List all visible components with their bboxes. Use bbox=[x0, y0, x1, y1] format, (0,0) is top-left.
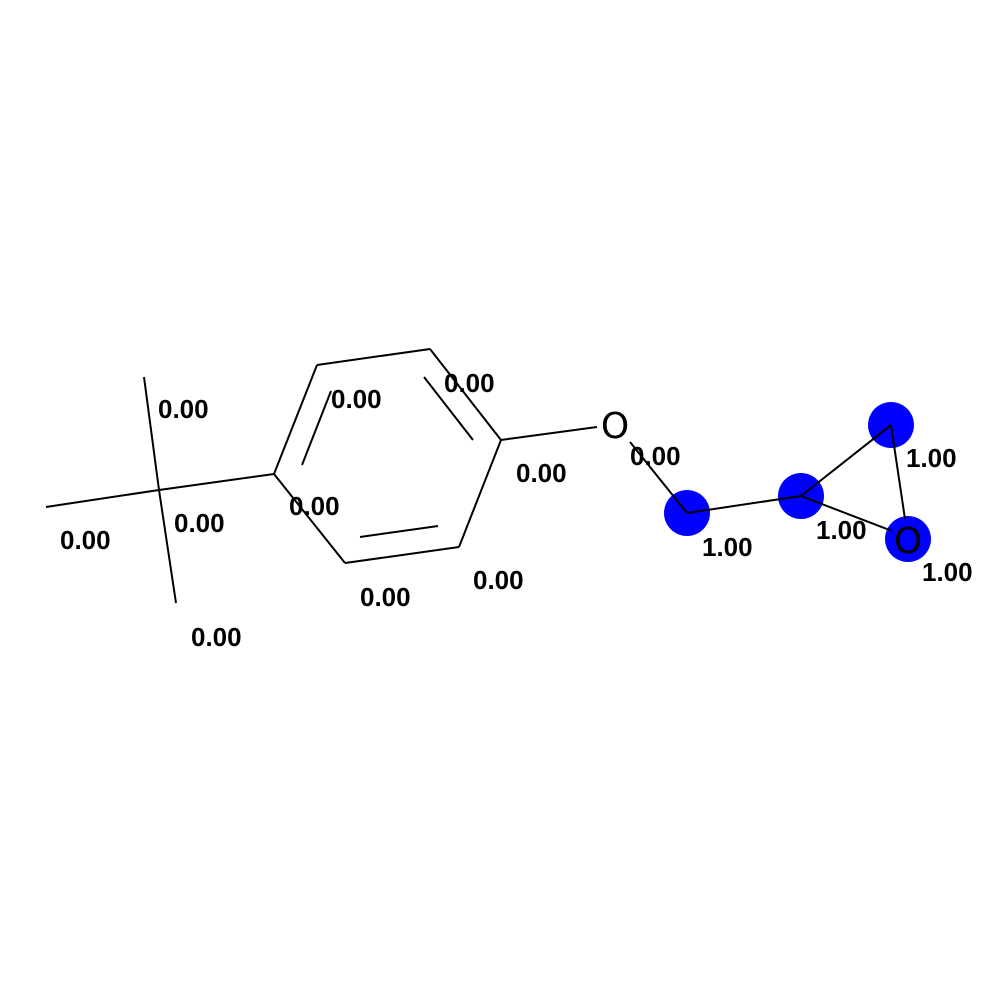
weight-ring-c5: 0.00 bbox=[473, 565, 524, 595]
bond-ring-1-inner bbox=[301, 390, 332, 466]
bond-epoxide-ch2-o bbox=[890, 424, 906, 520]
bond-methyl-bottom bbox=[158, 489, 177, 604]
bond-methyl-left bbox=[45, 489, 160, 508]
weight-ring-c1: 0.00 bbox=[289, 491, 340, 521]
weight-ring-c6: 0.00 bbox=[360, 582, 411, 612]
bond-methyl-top bbox=[143, 376, 160, 491]
bond-ring-5 bbox=[344, 546, 460, 564]
bond-ring-2 bbox=[316, 348, 431, 366]
bond-ch2-epoxide bbox=[686, 495, 802, 514]
epoxide-oxygen-symbol: O bbox=[894, 521, 922, 562]
bond-ring-3 bbox=[429, 348, 502, 441]
bond-ring-4 bbox=[458, 439, 502, 548]
weight-ring-c2: 0.00 bbox=[331, 384, 382, 414]
bond-epoxide-c-o bbox=[800, 495, 893, 532]
weight-methyl-top: 0.00 bbox=[158, 394, 209, 424]
bond-epoxide-c-c bbox=[800, 424, 892, 497]
weight-methyl-bottom: 0.00 bbox=[191, 622, 242, 652]
bond-quaternary-ring bbox=[158, 473, 275, 491]
weight-epoxide-ch2: 1.00 bbox=[906, 443, 957, 473]
weight-epoxide-oxygen: 1.00 bbox=[922, 557, 973, 587]
atom-label-layer: O O bbox=[601, 406, 922, 562]
weight-ether-oxygen: 0.00 bbox=[630, 441, 681, 471]
bond-ring-1 bbox=[273, 364, 318, 475]
bond-layer bbox=[45, 348, 906, 604]
bond-ring-3-inner bbox=[423, 376, 474, 441]
weight-methyl-left: 0.00 bbox=[60, 525, 111, 555]
highlight-epoxide-oxygen bbox=[885, 516, 931, 562]
bond-ring-5-inner bbox=[359, 525, 439, 538]
weight-ring-c3: 0.00 bbox=[444, 368, 495, 398]
bond-ring-6 bbox=[273, 473, 346, 564]
weight-label-layer: 0.00 0.00 0.00 0.00 0.00 0.00 0.00 0.00 … bbox=[60, 368, 973, 652]
bond-ether-ch2 bbox=[629, 441, 688, 514]
bond-ring-ether bbox=[500, 426, 598, 441]
weight-quaternary-carbon: 0.00 bbox=[174, 508, 225, 538]
weight-ring-c4: 0.00 bbox=[516, 458, 567, 488]
highlight-layer bbox=[664, 402, 931, 562]
weight-ch2: 1.00 bbox=[702, 532, 753, 562]
weight-epoxide-ch: 1.00 bbox=[816, 515, 867, 545]
ether-oxygen-symbol: O bbox=[601, 406, 629, 447]
